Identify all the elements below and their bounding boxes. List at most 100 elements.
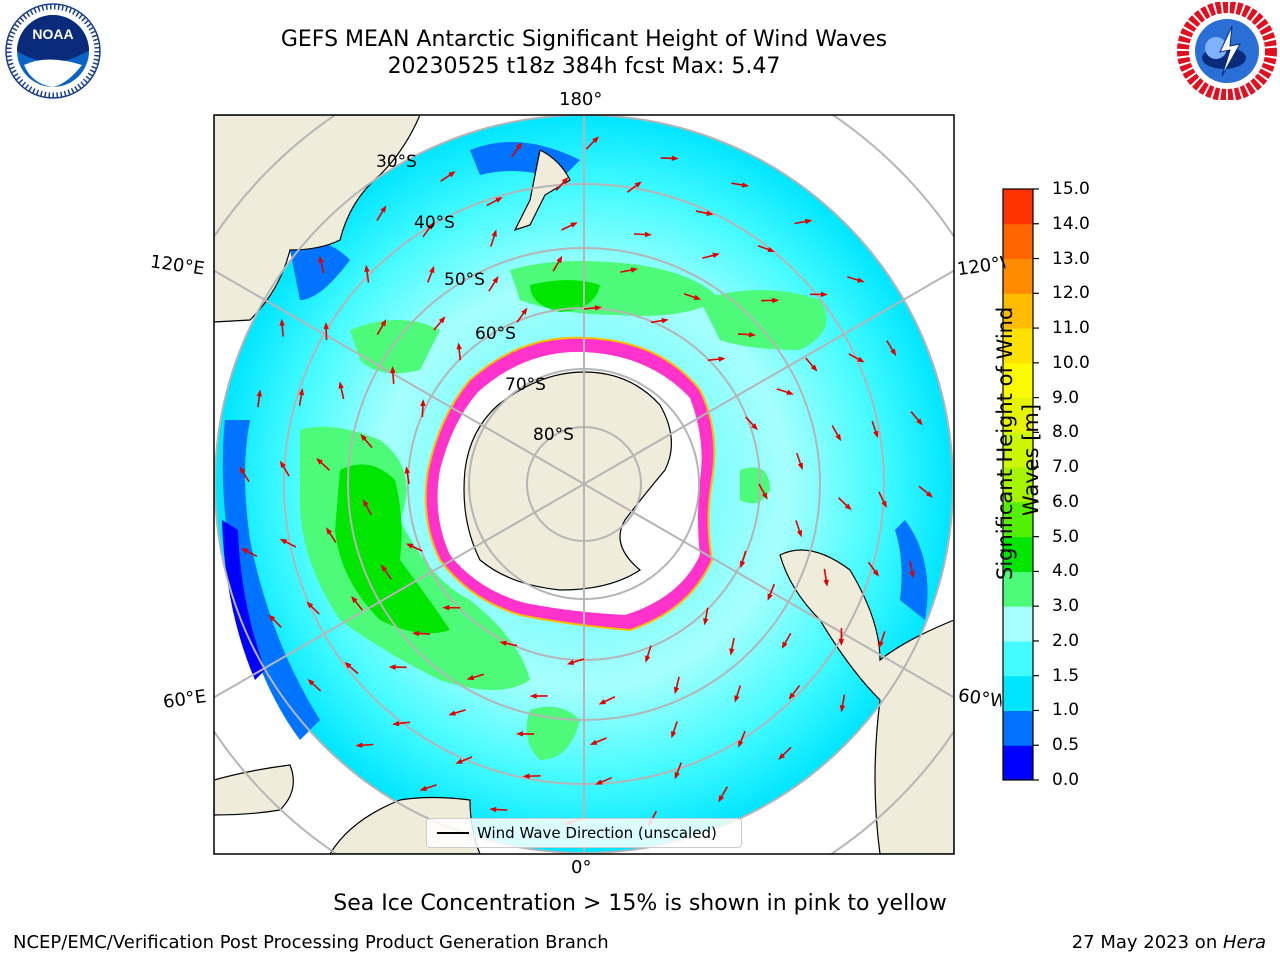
wind-wave-arrow-head <box>412 630 420 637</box>
run-machine: Hera <box>1222 932 1266 953</box>
wind-wave-arrow-head <box>256 389 263 397</box>
wave-zone-0-0.5 <box>222 520 265 680</box>
colorbar-tick-label: 0.0 <box>1052 770 1080 790</box>
wind-wave-arrow-head <box>751 423 758 431</box>
colorbar-title-line2: Waves [m] <box>1019 403 1043 517</box>
chart-subtitle: 20230525 t18z 384h fcst Max: 5.47 <box>387 54 781 79</box>
wind-wave-arrow-head <box>318 255 324 264</box>
wind-wave-arrow-head <box>306 601 314 609</box>
wind-wave-arrow-head <box>916 418 923 426</box>
colorbar-band <box>1003 536 1033 572</box>
wind-wave-arrow-head <box>712 252 720 259</box>
wind-wave-arrow-head <box>279 538 288 545</box>
wind-wave-arrow-head <box>516 731 524 737</box>
wind-wave-arrow-head <box>761 492 768 500</box>
wind-wave-arrow-head <box>380 319 387 327</box>
wind-wave-arrow-head <box>839 705 846 713</box>
noaa-logo: NOAA <box>2 2 104 104</box>
wind-wave-arrow-head <box>455 758 463 764</box>
wind-wave-arrow-head <box>734 695 740 703</box>
colorbar-band <box>1003 258 1033 294</box>
wind-wave-arrow-head <box>881 500 887 509</box>
wind-wave-arrow-head <box>456 342 462 350</box>
wind-wave-arrow-head <box>857 277 865 283</box>
national-weather-service-logo <box>1176 1 1278 104</box>
wind-wave-arrow-head <box>448 171 456 178</box>
wind-wave-arrow-head <box>738 740 744 748</box>
colorbar-tick-label: 1.0 <box>1052 700 1080 721</box>
wind-wave-arrow-head <box>492 276 499 284</box>
lon-label-top: 180° <box>559 89 603 110</box>
wind-wave-arrow-head <box>844 503 852 511</box>
wind-wave-arrow-head <box>419 785 427 791</box>
colorbar-band <box>1003 745 1033 781</box>
wind-wave-arrow-head <box>703 618 709 626</box>
wind-wave-arrow-head <box>878 640 884 649</box>
colorbar-tick-label: 1.5 <box>1052 665 1080 686</box>
chart-title: GEFS MEAN Antarctic Significant Height o… <box>280 27 888 52</box>
wind-wave-arrow-head <box>797 462 803 471</box>
colorbar-band <box>1003 362 1033 399</box>
wind-wave-arrow-head <box>772 297 780 304</box>
colorbar-band <box>1003 467 1033 503</box>
wind-wave-arrow-head <box>594 305 602 311</box>
wind-wave-arrow-head <box>645 655 651 663</box>
colorbar-tick-label: 13.0 <box>1052 248 1090 269</box>
wind-wave-arrow-head <box>589 739 598 745</box>
colorbar <box>1003 188 1039 781</box>
colorbar-band <box>1003 710 1033 746</box>
colorbar-tick-label: 14.0 <box>1052 213 1090 234</box>
wind-wave-arrow-head <box>872 569 880 577</box>
wind-wave-arrow-head <box>298 388 305 396</box>
wind-wave-arrow-head <box>344 661 352 669</box>
wind-wave-arrow-head <box>529 693 537 699</box>
wind-wave-arrow-head <box>442 604 450 611</box>
wind-wave-arrow-head <box>767 246 775 253</box>
wind-wave-arrow-head <box>499 640 507 646</box>
colorbar-band <box>1003 606 1033 642</box>
colorbar-band <box>1003 501 1033 538</box>
wind-wave-arrow-head <box>427 222 434 230</box>
wind-wave-arrow-head <box>598 699 607 705</box>
lat-label-50s: 50°S <box>444 270 485 290</box>
producer-credit: NCEP/EMC/Verification Post Processing Pr… <box>13 932 609 953</box>
lat-label-40s: 40°S <box>414 213 455 233</box>
colorbar-tick-label: 6.0 <box>1052 491 1080 512</box>
map-legend: Wind Wave Direction (unscaled) <box>426 818 742 848</box>
noaa-logo-text: NOAA <box>32 26 73 42</box>
wind-wave-arrow-head <box>566 659 575 665</box>
wind-wave-arrow-head <box>380 205 387 213</box>
wind-wave-arrow-head <box>438 316 446 324</box>
antarctica-land <box>463 371 673 591</box>
wind-wave-arrow-head <box>796 529 803 538</box>
wind-wave-arrow-head <box>515 142 523 150</box>
colorbar-title-line1: Significant Height of Wind <box>993 306 1017 580</box>
legend-label: Wind Wave Direction (unscaled) <box>477 824 717 842</box>
colorbar-band <box>1003 397 1033 433</box>
wind-wave-arrow-head <box>805 218 813 225</box>
wind-wave-arrow-head <box>279 318 285 326</box>
colorbar-band <box>1003 223 1033 260</box>
wind-wave-arrow-head <box>556 255 563 264</box>
wind-wave-arrow-head <box>390 365 396 374</box>
wind-wave-arrow-head <box>748 331 756 338</box>
australia-land <box>214 115 421 323</box>
wind-wave-arrow-head <box>739 560 746 569</box>
wind-wave-arrow-head <box>693 294 702 300</box>
wind-wave-arrow-head <box>909 571 915 579</box>
run-date: 27 May 2023 on Hera <box>1072 932 1266 953</box>
wind-wave-arrow-head <box>429 265 435 274</box>
wind-wave-arrow-head <box>338 381 344 389</box>
wind-wave-arrow-head <box>835 433 842 442</box>
lat-label-30s: 30°S <box>376 152 417 172</box>
colorbar-band <box>1003 675 1033 711</box>
wind-wave-arrow-head <box>364 264 370 272</box>
wind-wave-arrow-head <box>351 595 358 604</box>
wind-wave-arrow-head <box>674 771 680 780</box>
wind-wave-arrow-head <box>362 498 369 507</box>
wind-wave-arrow-head <box>644 231 652 238</box>
wind-wave-arrow-head <box>392 720 400 727</box>
wind-wave-arrow-head <box>778 753 786 760</box>
colorbar-band <box>1003 432 1033 468</box>
colorbar-tick-label: 10.0 <box>1052 352 1090 373</box>
